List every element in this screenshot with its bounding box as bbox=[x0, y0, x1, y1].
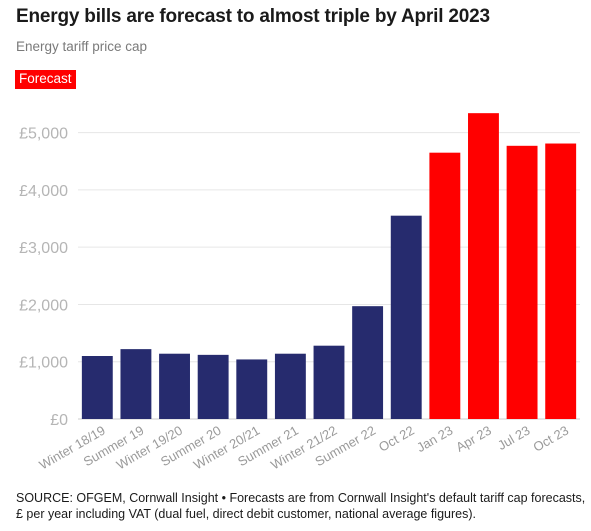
actual-bar bbox=[236, 359, 268, 419]
y-tick-label: £4,000 bbox=[19, 183, 68, 200]
forecast-bar bbox=[506, 145, 538, 419]
y-tick-label: £5,000 bbox=[19, 126, 68, 143]
actual-bar bbox=[390, 215, 422, 419]
actual-bar bbox=[120, 349, 152, 419]
x-tick-label: Apr 23 bbox=[453, 423, 494, 455]
x-tick-label: Jan 23 bbox=[414, 423, 455, 456]
y-axis-ticks: £0 £1,000 £2,000 £3,000 £4,000 £5,000 bbox=[19, 126, 68, 429]
actual-bar bbox=[313, 345, 345, 419]
bar-chart: £0 £1,000 £2,000 £3,000 £4,000 £5,000 Winter … bbox=[19, 113, 580, 473]
y-tick-label: £0 bbox=[50, 412, 68, 429]
x-tick-label: Oct 22 bbox=[376, 423, 417, 455]
chart-title: Energy bills are forecast to almost trip… bbox=[16, 6, 490, 27]
actual-bar bbox=[159, 353, 190, 419]
forecast-bar bbox=[429, 152, 461, 419]
actual-bar bbox=[352, 306, 384, 419]
actual-bar bbox=[274, 353, 306, 419]
bars bbox=[81, 113, 577, 419]
forecast-legend-badge: Forecast bbox=[15, 70, 76, 89]
actual-bar bbox=[81, 356, 113, 419]
y-tick-label: £3,000 bbox=[19, 240, 68, 257]
x-tick-label: Oct 23 bbox=[531, 423, 572, 455]
chart-subtitle: Energy tariff price cap bbox=[16, 39, 148, 54]
y-tick-label: £1,000 bbox=[19, 355, 68, 372]
actual-bar bbox=[197, 354, 229, 419]
forecast-bar bbox=[468, 113, 499, 419]
forecast-bar bbox=[545, 143, 577, 419]
x-tick-label: Jul 23 bbox=[495, 423, 533, 453]
source-note: SOURCE: OFGEM, Cornwall Insight • Foreca… bbox=[16, 491, 586, 521]
y-tick-label: £2,000 bbox=[19, 297, 68, 314]
